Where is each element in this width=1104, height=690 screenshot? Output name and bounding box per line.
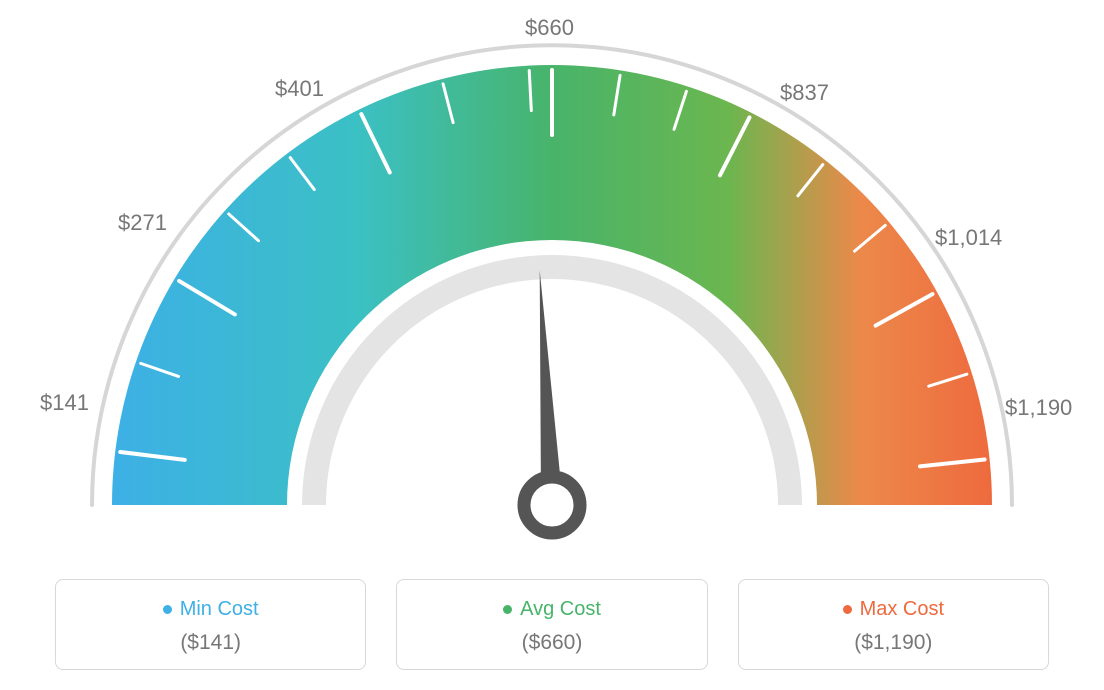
legend-dot-max [843,605,852,614]
cost-gauge-widget: $141 $271 $401 $660 $837 $1,014 $1,190 Min Cos… [0,0,1104,690]
gauge-tick-label: $141 [40,390,89,416]
legend-title-min: Min Cost [163,598,259,621]
legend-dot-min [163,605,172,614]
gauge-tick-label: $1,014 [935,225,1002,251]
gauge-tick-label: $401 [275,76,324,102]
legend-value-max: ($1,190) [749,631,1038,655]
legend-value-min: ($141) [66,631,355,655]
legend-title-avg: Avg Cost [503,598,601,621]
legend-value-avg: ($660) [407,631,696,655]
legend-row: Min Cost ($141) Avg Cost ($660) Max Cost… [55,579,1049,670]
legend-card-min: Min Cost ($141) [55,579,366,670]
legend-dot-avg [503,605,512,614]
gauge-tick-label: $1,190 [1005,395,1072,421]
legend-label-min: Min Cost [180,598,259,621]
legend-card-avg: Avg Cost ($660) [396,579,707,670]
gauge-tick-label: $837 [780,80,829,106]
gauge-tick-label: $271 [118,210,167,236]
gauge-tick-label: $660 [525,15,574,41]
legend-label-max: Max Cost [860,598,944,621]
gauge-area: $141 $271 $401 $660 $837 $1,014 $1,190 [0,0,1104,560]
legend-label-avg: Avg Cost [520,598,601,621]
gauge-svg [0,0,1104,560]
legend-card-max: Max Cost ($1,190) [738,579,1049,670]
legend-title-max: Max Cost [843,598,944,621]
